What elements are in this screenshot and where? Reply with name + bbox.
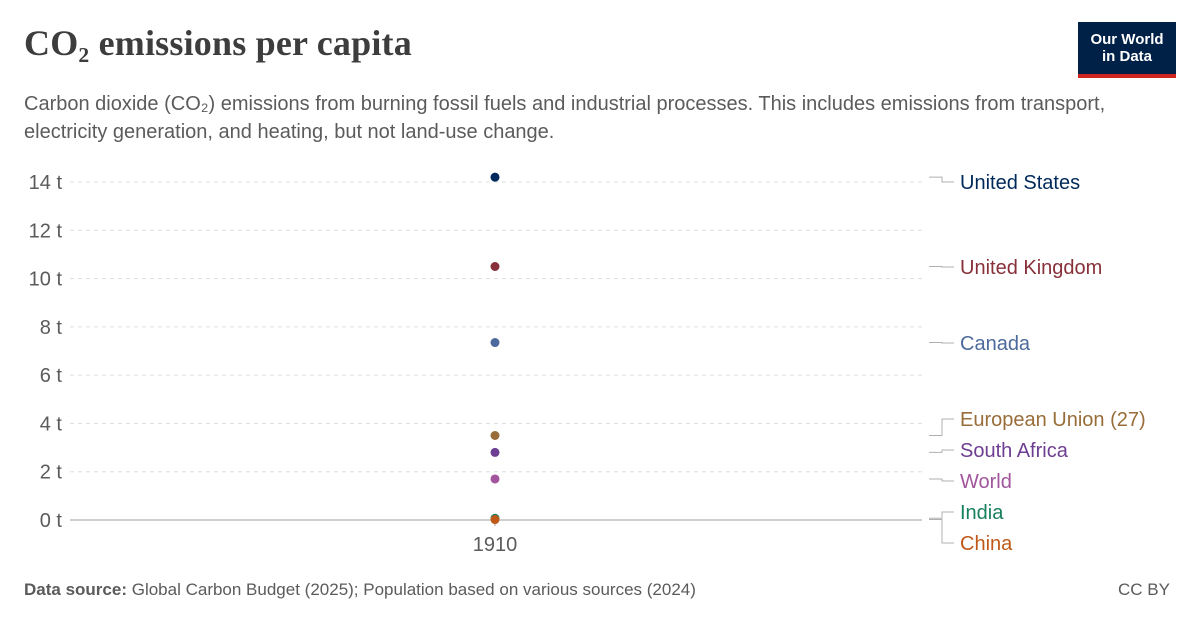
y-tick-label: 0 t bbox=[40, 510, 63, 532]
series-label[interactable]: World bbox=[960, 471, 1012, 493]
data-source-text[interactable]: Global Carbon Budget (2025); Population … bbox=[131, 580, 696, 599]
license[interactable]: CC BY bbox=[1118, 580, 1170, 599]
data-point[interactable] bbox=[490, 447, 500, 457]
legend-connector bbox=[929, 511, 954, 519]
series-label[interactable]: European Union (27) bbox=[960, 409, 1146, 431]
data-source: Data source: Global Carbon Budget (2025)… bbox=[24, 580, 696, 600]
data-points[interactable] bbox=[490, 172, 500, 525]
y-tick-label: 14 t bbox=[29, 172, 63, 194]
data-point[interactable] bbox=[490, 262, 500, 271]
series-label[interactable]: United Kingdom bbox=[960, 257, 1102, 279]
data-point[interactable] bbox=[490, 474, 500, 484]
y-tick-label: 6 t bbox=[40, 365, 63, 387]
series-labels[interactable]: United States United Kingdom Canada Europea… bbox=[960, 172, 1146, 555]
logo-line-2: in Data bbox=[1101, 48, 1152, 65]
y-tick-label: 2 t bbox=[40, 462, 63, 484]
gridlines bbox=[70, 181, 922, 521]
y-tick-label: 4 t bbox=[40, 413, 63, 435]
data-point[interactable] bbox=[490, 172, 500, 182]
series-label[interactable]: United States bbox=[960, 172, 1080, 194]
x-tick-label: 1910 bbox=[473, 534, 518, 556]
y-tick-label: 10 t bbox=[29, 269, 63, 291]
y-tick-label: 12 t bbox=[29, 220, 63, 242]
y-axis-ticks: 0 t 2 t 4 t 6 t 8 t 10 t 12 t 14 t bbox=[29, 172, 63, 532]
chart-title: CO₂ emissions per capita bbox=[24, 23, 412, 63]
legend-connector bbox=[929, 449, 954, 453]
legend-connector bbox=[929, 519, 954, 544]
y-tick-label: 8 t bbox=[40, 317, 63, 339]
x-axis-ticks: 1910 bbox=[473, 520, 518, 556]
legend-connector bbox=[929, 176, 954, 183]
data-point[interactable] bbox=[490, 338, 500, 348]
logo-line-1: Our World bbox=[1090, 31, 1164, 48]
chart-subtitle: Carbon dioxide (CO₂) emissions from burn… bbox=[24, 93, 1106, 143]
legend-connector bbox=[929, 266, 954, 268]
data-point[interactable] bbox=[490, 431, 500, 440]
legend-connector bbox=[929, 478, 954, 482]
data-source-label: Data source: bbox=[24, 580, 127, 599]
legend-connector bbox=[929, 418, 954, 436]
series-label[interactable]: Canada bbox=[960, 333, 1031, 355]
series-label[interactable]: South Africa bbox=[960, 440, 1069, 462]
owid-logo[interactable]: Our World in Data bbox=[1078, 22, 1176, 78]
series-label[interactable]: China bbox=[960, 533, 1013, 555]
legend-connectors bbox=[929, 176, 954, 544]
series-label[interactable]: India bbox=[960, 502, 1004, 524]
data-point[interactable] bbox=[490, 515, 500, 525]
